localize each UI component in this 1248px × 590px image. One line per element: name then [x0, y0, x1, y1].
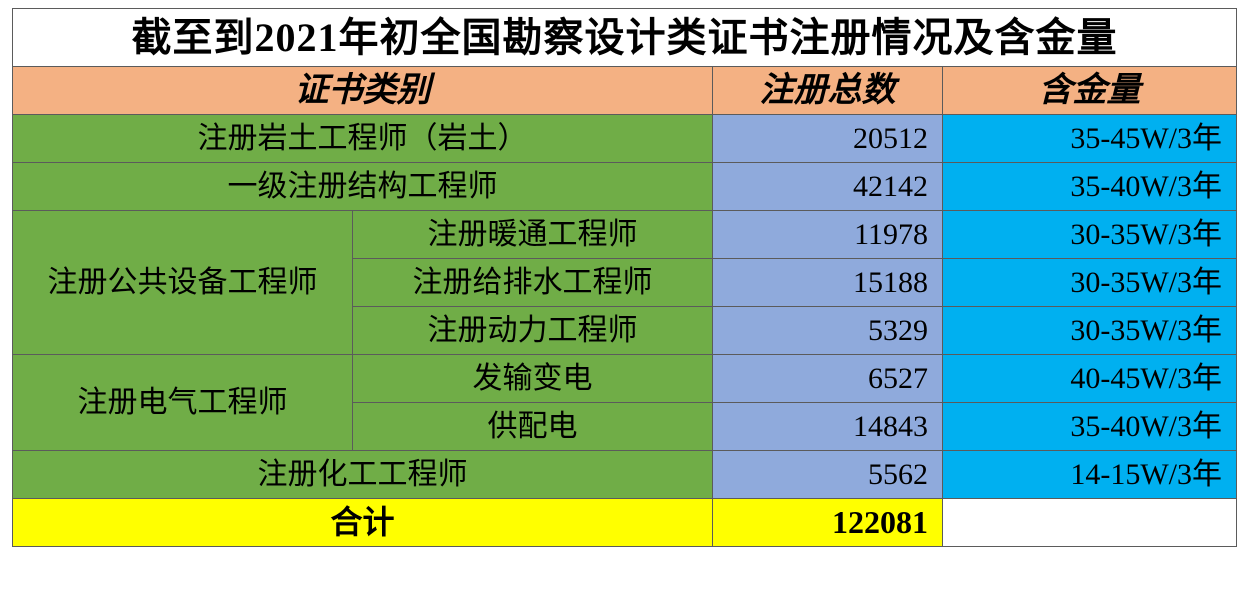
total-row: 合计 122081: [13, 499, 1237, 547]
header-category: 证书类别: [13, 67, 713, 115]
subcategory-cell: 注册暖通工程师: [353, 211, 713, 259]
value-cell: 35-45W/3年: [943, 115, 1237, 163]
header-value: 含金量: [943, 67, 1237, 115]
category-cell: 注册岩土工程师（岩土）: [13, 115, 713, 163]
value-cell: 35-40W/3年: [943, 163, 1237, 211]
value-cell: 30-35W/3年: [943, 259, 1237, 307]
category-group-cell: 注册公共设备工程师: [13, 211, 353, 355]
spreadsheet-region: 截至到2021年初全国勘察设计类证书注册情况及含金量 证书类别 注册总数 含金量…: [0, 0, 1248, 577]
count-cell: 5329: [713, 307, 943, 355]
total-count-cell: 122081: [713, 499, 943, 547]
page-title: 截至到2021年初全国勘察设计类证书注册情况及含金量: [13, 9, 1237, 67]
total-value-cell: [943, 499, 1237, 547]
value-cell: 30-35W/3年: [943, 211, 1237, 259]
header-row: 证书类别 注册总数 含金量: [13, 67, 1237, 115]
count-cell: 14843: [713, 403, 943, 451]
table-row: 一级注册结构工程师 42142 35-40W/3年: [13, 163, 1237, 211]
table-row: 注册公共设备工程师 注册暖通工程师 11978 30-35W/3年: [13, 211, 1237, 259]
value-cell: 35-40W/3年: [943, 403, 1237, 451]
table-row: 注册化工工程师 5562 14-15W/3年: [13, 451, 1237, 499]
subcategory-cell: 供配电: [353, 403, 713, 451]
category-cell: 注册化工工程师: [13, 451, 713, 499]
subcategory-cell: 注册给排水工程师: [353, 259, 713, 307]
category-group-cell: 注册电气工程师: [13, 355, 353, 451]
subcategory-cell: 发输变电: [353, 355, 713, 403]
header-count: 注册总数: [713, 67, 943, 115]
count-cell: 20512: [713, 115, 943, 163]
category-cell: 一级注册结构工程师: [13, 163, 713, 211]
count-cell: 6527: [713, 355, 943, 403]
count-cell: 5562: [713, 451, 943, 499]
table-row: 注册电气工程师 发输变电 6527 40-45W/3年: [13, 355, 1237, 403]
value-cell: 40-45W/3年: [943, 355, 1237, 403]
title-row: 截至到2021年初全国勘察设计类证书注册情况及含金量: [13, 9, 1237, 67]
total-label-cell: 合计: [13, 499, 713, 547]
value-cell: 30-35W/3年: [943, 307, 1237, 355]
table-row: 注册岩土工程师（岩土） 20512 35-45W/3年: [13, 115, 1237, 163]
count-cell: 15188: [713, 259, 943, 307]
subcategory-cell: 注册动力工程师: [353, 307, 713, 355]
count-cell: 42142: [713, 163, 943, 211]
certificate-table: 截至到2021年初全国勘察设计类证书注册情况及含金量 证书类别 注册总数 含金量…: [12, 8, 1237, 547]
count-cell: 11978: [713, 211, 943, 259]
value-cell: 14-15W/3年: [943, 451, 1237, 499]
